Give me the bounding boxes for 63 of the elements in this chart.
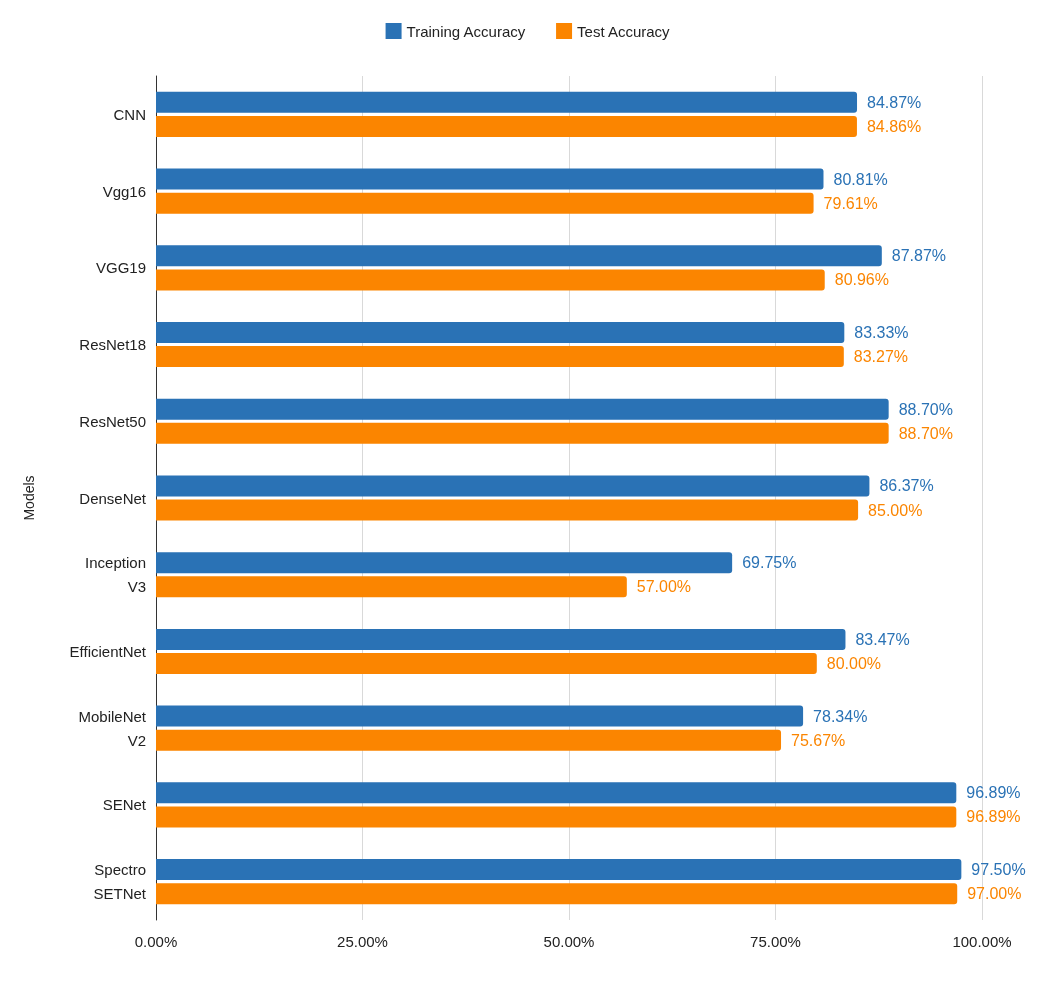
data-label: 87.87%	[891, 247, 947, 265]
data-label: 79.61%	[823, 194, 878, 212]
data-label: 83.47%	[855, 630, 910, 648]
data-label: 78.34%	[813, 707, 868, 725]
data-label: 83.27%	[853, 348, 909, 366]
x-tick-label: 25.00%	[337, 933, 388, 950]
y-tick-label: SENet	[102, 796, 147, 814]
data-label: 97.00%	[967, 885, 1022, 903]
data-label: 75.67%	[791, 731, 846, 749]
y-tick-label: Vgg16	[102, 182, 146, 200]
x-tick-label: 100.00%	[952, 933, 1012, 950]
y-tick-label: Inception V3	[85, 554, 146, 596]
bar	[156, 475, 870, 497]
data-label: 83.33%	[854, 323, 909, 341]
bar	[156, 115, 857, 137]
bar	[156, 782, 957, 804]
y-tick-label: DenseNet	[79, 489, 147, 507]
bar	[156, 705, 804, 727]
y-tick-label: ResNet50	[79, 412, 146, 430]
data-label: 96.89%	[966, 808, 1021, 826]
data-label: 57.00%	[636, 578, 692, 596]
data-label: 69.75%	[742, 554, 797, 572]
y-tick-label: ResNet18	[79, 336, 146, 354]
data-label: 88.70%	[898, 424, 953, 442]
bar	[156, 628, 846, 650]
bar	[156, 806, 957, 828]
y-tick-label: Spectro SETNet	[93, 861, 147, 903]
y-axis-title: Models	[21, 475, 37, 521]
bar	[156, 653, 817, 675]
bar	[156, 576, 627, 598]
bar	[156, 422, 889, 444]
bar	[156, 168, 824, 190]
data-label: 86.37%	[879, 477, 934, 495]
data-label: 96.89%	[966, 784, 1021, 802]
legend-label: Test Accuracy	[577, 22, 671, 40]
y-tick-label: EfficientNet	[69, 642, 147, 660]
data-label: 85.00%	[868, 501, 923, 519]
data-label: 84.86%	[866, 117, 922, 135]
bar	[156, 192, 814, 214]
y-tick-label: CNN	[113, 105, 146, 123]
bar	[156, 245, 882, 267]
data-label: 80.00%	[826, 655, 882, 673]
bar	[156, 859, 962, 881]
bar	[156, 269, 825, 291]
bar	[156, 321, 845, 343]
bar	[156, 883, 958, 905]
data-label: 97.50%	[971, 861, 1026, 879]
legend-label: Training Accuracy	[406, 22, 526, 40]
x-tick-label: 0.00%	[134, 933, 178, 950]
y-tick-label: VGG19	[95, 259, 146, 277]
x-tick-label: 75.00%	[750, 933, 801, 950]
bar	[156, 552, 733, 574]
data-label: 80.81%	[833, 170, 888, 188]
y-tick-label: MobileNet V2	[78, 707, 147, 749]
bar	[156, 499, 859, 521]
x-tick-label: 50.00%	[543, 933, 595, 950]
data-label: 88.70%	[898, 400, 953, 418]
bar	[156, 91, 858, 113]
bar	[156, 346, 844, 368]
bar	[156, 729, 782, 751]
data-label: 80.96%	[834, 271, 889, 289]
bar	[156, 398, 889, 420]
data-label: 84.87%	[867, 93, 922, 111]
